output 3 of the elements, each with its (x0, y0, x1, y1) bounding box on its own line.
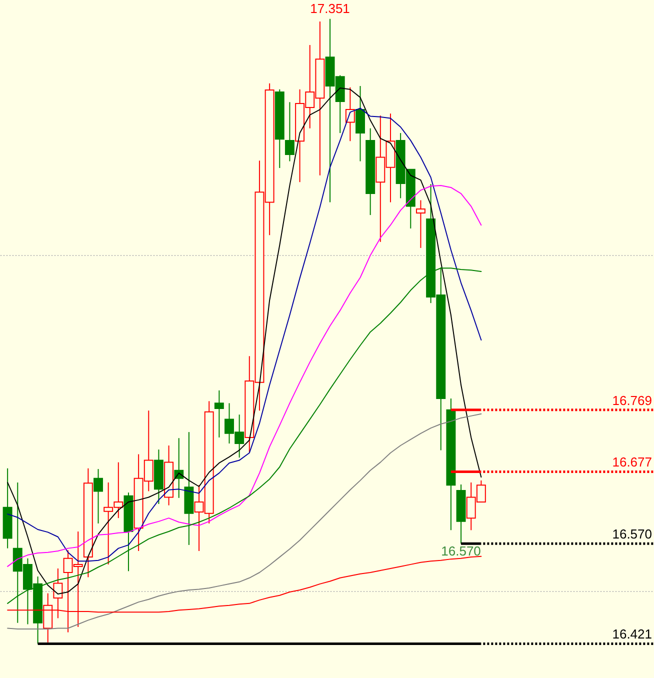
candlestick (94, 468, 103, 524)
candlestick (214, 390, 224, 438)
candlestick (284, 102, 294, 162)
